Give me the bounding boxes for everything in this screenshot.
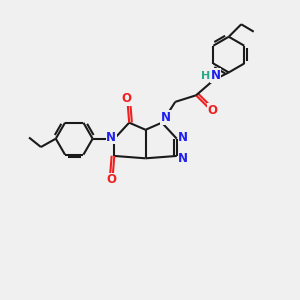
Text: N: N (106, 131, 116, 144)
Text: O: O (106, 173, 116, 186)
Text: H: H (201, 71, 210, 81)
Text: N: N (160, 111, 170, 124)
Text: O: O (207, 104, 218, 117)
Text: O: O (121, 92, 131, 105)
Text: N: N (178, 131, 188, 144)
Text: N: N (178, 152, 188, 165)
Text: N: N (210, 69, 220, 82)
